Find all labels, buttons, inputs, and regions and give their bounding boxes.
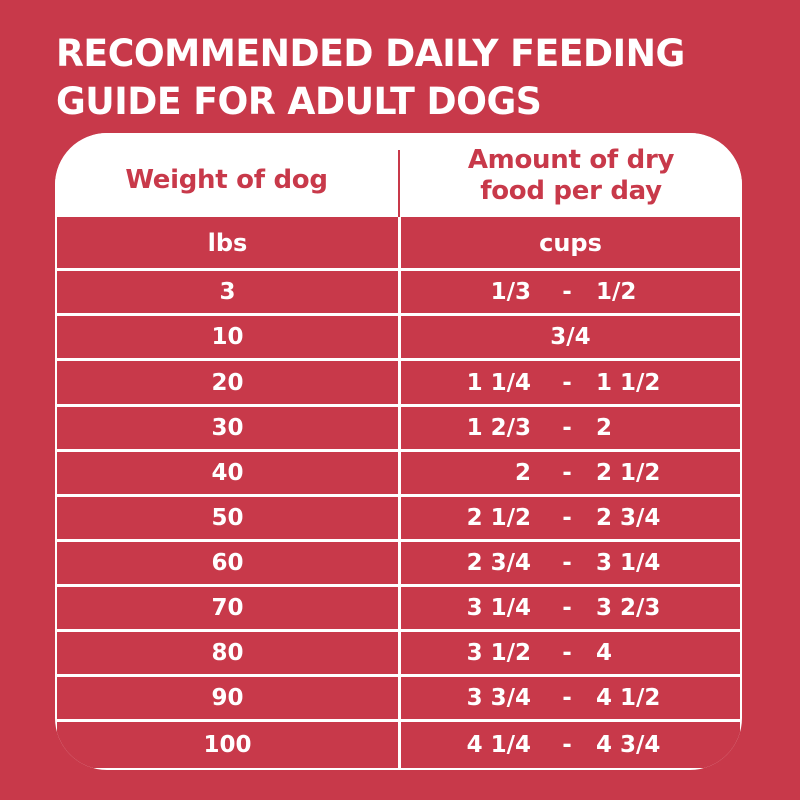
amount-separator: - [562, 732, 572, 758]
header-divider [398, 150, 400, 217]
amount-cell: 2 3/4 - 3 1/4 [401, 542, 740, 584]
amount-min: 3 1/2 [466, 640, 531, 666]
table-row: 3 1/3 - 1/2 [57, 271, 740, 313]
weight-cell: 3 [57, 271, 398, 313]
table-row: 20 1 1/4 - 1 1/2 [57, 361, 740, 404]
amount-max: 4 1/2 [596, 685, 661, 711]
weight-cell: 30 [57, 407, 398, 449]
amount-max: 3 2/3 [596, 595, 661, 621]
amount-cell: 4 1/4 - 4 3/4 [401, 722, 740, 768]
amount-min: 1/3 [490, 279, 531, 305]
amount-min: 2 1/2 [466, 505, 531, 531]
title-line-1: RECOMMENDED DAILY FEEDING [56, 32, 685, 75]
unit-amount: cups [401, 217, 740, 268]
unit-weight: lbs [57, 217, 398, 268]
amount-min: 2 3/4 [466, 550, 531, 576]
amount-separator: - [562, 685, 572, 711]
page-title: RECOMMENDED DAILY FEEDING GUIDE FOR ADUL… [56, 30, 762, 126]
table-header: Weight of dog Amount of dry food per day [55, 133, 742, 217]
feeding-table: Weight of dog Amount of dry food per day… [55, 133, 742, 770]
amount-separator: - [562, 595, 572, 621]
amount-min: 1 1/4 [466, 369, 531, 396]
weight-cell: 10 [57, 316, 398, 358]
table-row: 80 3 1/2 - 4 [57, 632, 740, 674]
amount-cell: 3 1/2 - 4 [401, 632, 740, 674]
amount-max: 2 1/2 [596, 460, 661, 486]
table-row: 30 1 2/3 - 2 [57, 407, 740, 449]
amount-min: 4 1/4 [466, 732, 531, 758]
table-body: lbs cups 3 1/3 - 1/2 10 3/4 20 1 1/4 - 1… [57, 217, 740, 768]
weight-cell: 70 [57, 587, 398, 629]
header-amount: Amount of dry food per day [400, 133, 742, 217]
table-row: 60 2 3/4 - 3 1/4 [57, 542, 740, 584]
amount-cell: 2 1/2 - 2 3/4 [401, 497, 740, 539]
amount-max: 2 3/4 [596, 505, 661, 531]
table-row: 70 3 1/4 - 3 2/3 [57, 587, 740, 629]
table-row: 10 3/4 [57, 316, 740, 358]
amount-cell: 3 1/4 - 3 2/3 [401, 587, 740, 629]
amount-max: 4 [596, 640, 613, 666]
amount-max: 4 3/4 [596, 732, 661, 758]
amount-cell: 1 1/4 - 1 1/2 [401, 361, 740, 404]
amount-max: 1 1/2 [596, 369, 661, 396]
amount-separator: - [562, 640, 572, 666]
amount-separator: - [562, 460, 572, 486]
header-weight: Weight of dog [125, 165, 328, 195]
table-row: 100 4 1/4 - 4 3/4 [57, 722, 740, 768]
amount-separator: - [562, 369, 572, 396]
amount-min: 3 1/4 [466, 595, 531, 621]
amount-cell: 3/4 [401, 316, 740, 358]
header-amount-line-2: food per day [480, 176, 662, 206]
amount-separator: - [562, 279, 572, 305]
amount-min: 1 2/3 [466, 415, 531, 441]
amount-min: 3 3/4 [466, 685, 531, 711]
title-line-2: GUIDE FOR ADULT DOGS [56, 80, 542, 123]
weight-cell: 100 [57, 722, 398, 768]
amount-cell: 1/3 - 1/2 [401, 271, 740, 313]
amount-separator: - [562, 550, 572, 576]
weight-cell: 60 [57, 542, 398, 584]
amount-max: 2 [596, 415, 613, 441]
table-row: 40 2 - 2 1/2 [57, 452, 740, 494]
amount-cell: 1 2/3 - 2 [401, 407, 740, 449]
units-row: lbs cups [57, 217, 740, 268]
amount-separator: - [562, 505, 572, 531]
weight-cell: 90 [57, 677, 398, 719]
amount-min: 2 [514, 460, 531, 486]
weight-cell: 50 [57, 497, 398, 539]
table-row: 50 2 1/2 - 2 3/4 [57, 497, 740, 539]
weight-cell: 20 [57, 361, 398, 404]
amount-max: 3 1/4 [596, 550, 661, 576]
amount-cell: 3 3/4 - 4 1/2 [401, 677, 740, 719]
amount-max: 1/2 [596, 279, 637, 305]
table-row: 90 3 3/4 - 4 1/2 [57, 677, 740, 719]
amount-cell: 2 - 2 1/2 [401, 452, 740, 494]
weight-cell: 80 [57, 632, 398, 674]
header-amount-line-1: Amount of dry [467, 145, 675, 175]
weight-cell: 40 [57, 452, 398, 494]
amount-separator: - [562, 415, 572, 441]
